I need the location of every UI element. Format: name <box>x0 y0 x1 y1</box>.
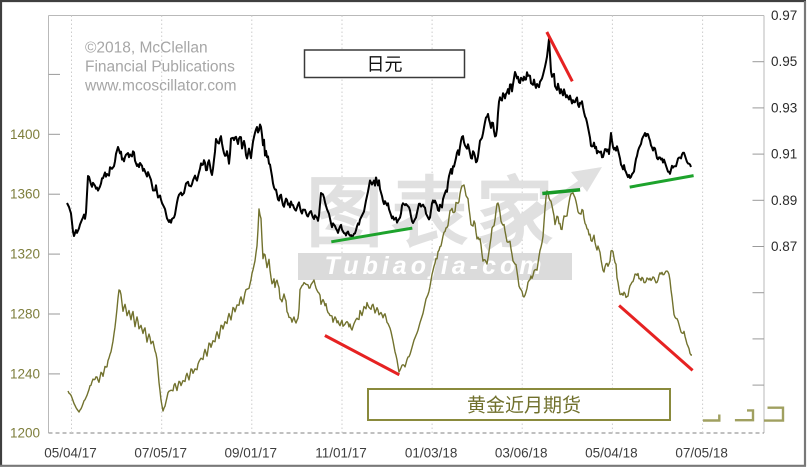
svg-text:09/01/17: 09/01/17 <box>225 446 278 461</box>
svg-text:11/01/17: 11/01/17 <box>315 446 367 461</box>
svg-text:0.87: 0.87 <box>771 239 797 254</box>
svg-text:0.89: 0.89 <box>771 193 797 208</box>
svg-text:1280: 1280 <box>10 307 40 322</box>
svg-text:1400: 1400 <box>10 127 40 142</box>
svg-text:03/06/18: 03/06/18 <box>495 446 548 461</box>
svg-text:01/03/18: 01/03/18 <box>405 446 458 461</box>
svg-text:1320: 1320 <box>10 247 40 262</box>
svg-text:Financial Publications: Financial Publications <box>85 59 235 76</box>
svg-text:05/04/17: 05/04/17 <box>44 446 97 461</box>
svg-text:0.95: 0.95 <box>771 54 797 69</box>
svg-text:图表家: 图表家 <box>306 171 561 257</box>
svg-text:黄金近月期货: 黄金近月期货 <box>467 395 581 417</box>
svg-text:1360: 1360 <box>10 187 40 202</box>
svg-text:07/05/18: 07/05/18 <box>675 446 728 461</box>
svg-text:07/05/17: 07/05/17 <box>134 446 187 461</box>
svg-text:日元: 日元 <box>367 55 403 75</box>
svg-text:0.97: 0.97 <box>771 8 797 23</box>
svg-text:Tubiaojia-com: Tubiaojia-com <box>324 252 545 280</box>
svg-text:0.93: 0.93 <box>771 100 797 115</box>
svg-text:05/04/18: 05/04/18 <box>585 446 638 461</box>
svg-text:1240: 1240 <box>10 366 40 381</box>
svg-text:©2018, McClellan: ©2018, McClellan <box>85 40 208 57</box>
svg-text:1200: 1200 <box>10 426 40 441</box>
svg-text:www.mcoscillator.com: www.mcoscillator.com <box>84 78 237 95</box>
svg-text:0.91: 0.91 <box>771 147 797 162</box>
